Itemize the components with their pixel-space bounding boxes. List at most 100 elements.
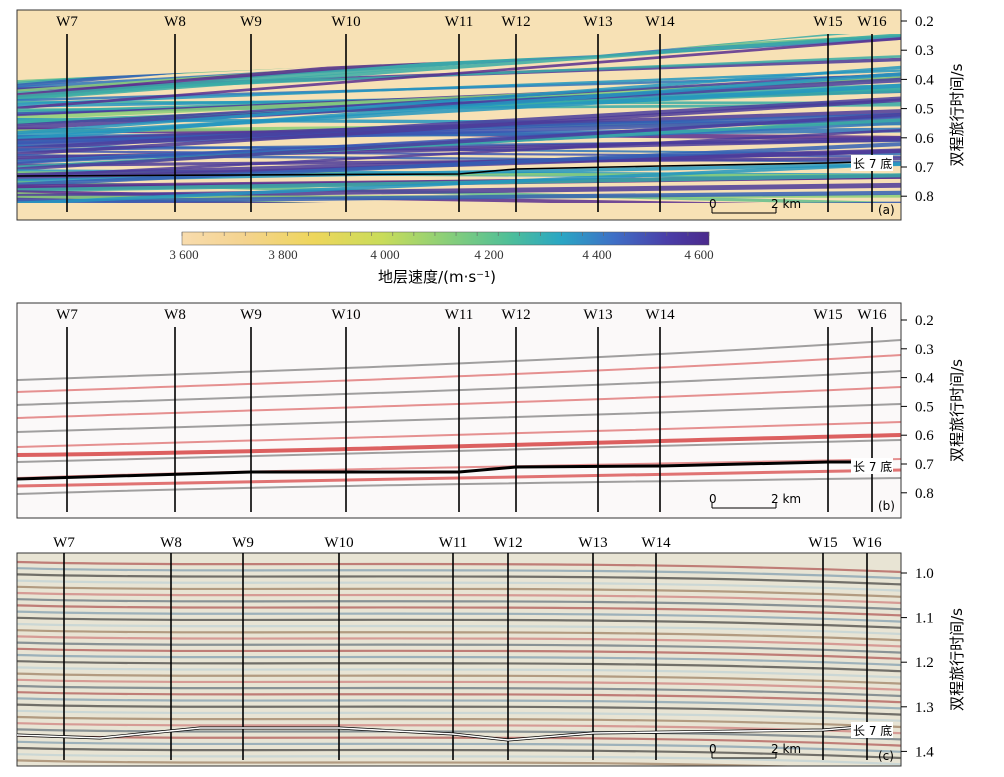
- time-tick-label: 1.2: [915, 655, 934, 671]
- well-label-w14: W14: [645, 307, 675, 323]
- seismic-reflector: [17, 579, 901, 592]
- horizon-label: 长 7 底: [853, 723, 892, 738]
- time-tick-label: 0.7: [915, 457, 934, 473]
- colorbar-gradient: [181, 231, 710, 246]
- time-tick-label: 1.4: [915, 744, 934, 760]
- time-axis-title: 双程旅行时间/s: [948, 608, 966, 711]
- scale-bar-start: 0: [709, 197, 717, 211]
- panel-b-tag: (b): [878, 499, 895, 513]
- well-label-w8: W8: [164, 307, 186, 323]
- horizon-label-box: [851, 722, 893, 738]
- time-tick-label: 1.0: [915, 566, 934, 582]
- seismic-reflector: [17, 678, 901, 691]
- seismic-reflector-strong: [17, 468, 901, 488]
- horizon-label-box: [851, 458, 893, 474]
- time-tick-label: 0.4: [915, 72, 934, 88]
- well-label-w16: W16: [852, 535, 882, 551]
- seismic-reflector: [17, 598, 901, 611]
- seismic-reflector: [17, 591, 901, 605]
- time-tick-label: 0.5: [915, 399, 934, 415]
- horizon-line: [16, 460, 860, 481]
- seismic-reflector: [17, 765, 39, 766]
- seismic-reflector: [17, 567, 901, 580]
- well-label-w13: W13: [583, 14, 612, 30]
- well-label-w14: W14: [641, 535, 671, 551]
- seismic-reflector: [17, 684, 901, 698]
- time-tick-label: 0.3: [915, 43, 934, 59]
- seismic-reflector: [17, 604, 901, 617]
- well-label-w16: W16: [857, 14, 887, 30]
- seismic-reflector: [17, 629, 901, 642]
- well-label-w9: W9: [240, 14, 262, 30]
- time-tick-label: 0.4: [915, 371, 934, 387]
- colorbar-tick-label: 3 600: [169, 247, 198, 262]
- seismic-reflector: [17, 740, 901, 753]
- well-label-w11: W11: [445, 14, 474, 30]
- well-label-w11: W11: [439, 535, 468, 551]
- time-tick-label: 0.6: [915, 131, 934, 147]
- well-label-w10: W10: [331, 14, 360, 30]
- well-label-w13: W13: [583, 307, 612, 323]
- colorbar-title: 地层速度/(m·s⁻¹): [378, 268, 496, 286]
- seismic-reflector: [17, 753, 901, 766]
- well-lines-c: W7 W8 W9 W10 W11 W12 W13 W14 W15 W16 长 7 底 0 2 km: [16, 535, 893, 760]
- time-axis-title: 双程旅行时间/s: [948, 359, 966, 462]
- seismic-reflector: [17, 477, 901, 495]
- panel-a-tag: (a): [878, 203, 895, 217]
- scale-bar-start: 0: [709, 742, 717, 756]
- seismic-reflector: [17, 403, 901, 433]
- time-tick-label: 0.2: [915, 14, 934, 30]
- time-axis-c: 1.0 1.1 1.2 1.3 1.4 双程旅行时间/s: [901, 566, 966, 760]
- seismic-reflector: [17, 660, 901, 673]
- time-tick-label: 1.3: [915, 700, 934, 716]
- colorbar-tick-label: 4 400: [582, 247, 611, 262]
- horizon-label-box: [851, 155, 893, 171]
- seismic-reflector: [17, 641, 901, 654]
- well-label-w10: W10: [331, 307, 360, 323]
- well-label-w7: W7: [53, 535, 75, 551]
- seismic-reflector: [17, 386, 901, 419]
- colorbar-ticks: 3 600 3 800 4 000 4 200 4 400 4 600: [169, 232, 714, 262]
- seismic-reflector: [17, 370, 901, 406]
- seismic-reflector: [17, 666, 901, 679]
- seismic-reflector: [17, 653, 901, 667]
- seismic-reflector: [17, 439, 901, 463]
- seismic-reflector: [17, 746, 901, 760]
- well-label-w16: W16: [857, 307, 887, 323]
- well-label-w15: W15: [813, 14, 842, 30]
- well-label-w13: W13: [578, 535, 607, 551]
- panel-c: W7 W8 W9 W10 W11 W12 W13 W14 W15 W16 长 7 底 0 2 km 1.…: [16, 535, 966, 767]
- time-tick-label: 1.1: [915, 611, 934, 627]
- colorbar-tick-label: 4 200: [474, 247, 503, 262]
- time-tick-label: 0.8: [915, 486, 934, 502]
- well-lines-a: W7 W8 W9 W10 W11 W12 W13 W14 W15 W16 长 7 底 0 2 km: [16, 14, 893, 214]
- time-tick-label: 0.2: [915, 313, 934, 329]
- colorbar-tick-label: 4 600: [684, 247, 713, 262]
- time-tick-label: 0.3: [915, 342, 934, 358]
- seismic-reflector: [17, 722, 901, 735]
- horizon-label: 长 7 底: [853, 156, 892, 171]
- seismic-reflector: [17, 573, 901, 586]
- horizon-label: 长 7 底: [853, 459, 892, 474]
- well-label-w12: W12: [501, 14, 530, 30]
- horizon-line: [16, 726, 861, 741]
- time-axis-b: 0.2 0.3 0.4 0.5 0.6 0.7 0.8 双程旅行时间/s: [901, 313, 966, 502]
- scale-bar-end: 2 km: [771, 197, 801, 211]
- well-label-w15: W15: [808, 535, 837, 551]
- well-label-w9: W9: [232, 535, 254, 551]
- seismic-traces-b: [17, 339, 901, 495]
- seismic-reflector: [17, 354, 901, 393]
- time-axis-a: 0.2 0.3 0.4 0.5 0.6 0.7 0.8 双程旅行时间/s: [901, 14, 966, 205]
- seismic-reflector-strong: [17, 433, 901, 457]
- panel-a-frame: [16, 9, 902, 221]
- time-tick-label: 0.8: [915, 189, 934, 205]
- colorbar-tick-label: 3 800: [268, 247, 297, 262]
- scale-bar-end: 2 km: [771, 492, 801, 506]
- well-label-w7: W7: [56, 307, 78, 323]
- time-tick-label: 0.6: [915, 428, 934, 444]
- seismic-reflector: [17, 622, 901, 636]
- time-tick-label: 0.7: [915, 160, 934, 176]
- seismic-reflector: [17, 585, 901, 598]
- scale-bar-start: 0: [709, 492, 717, 506]
- colorbar-tick-label: 4 000: [370, 247, 399, 262]
